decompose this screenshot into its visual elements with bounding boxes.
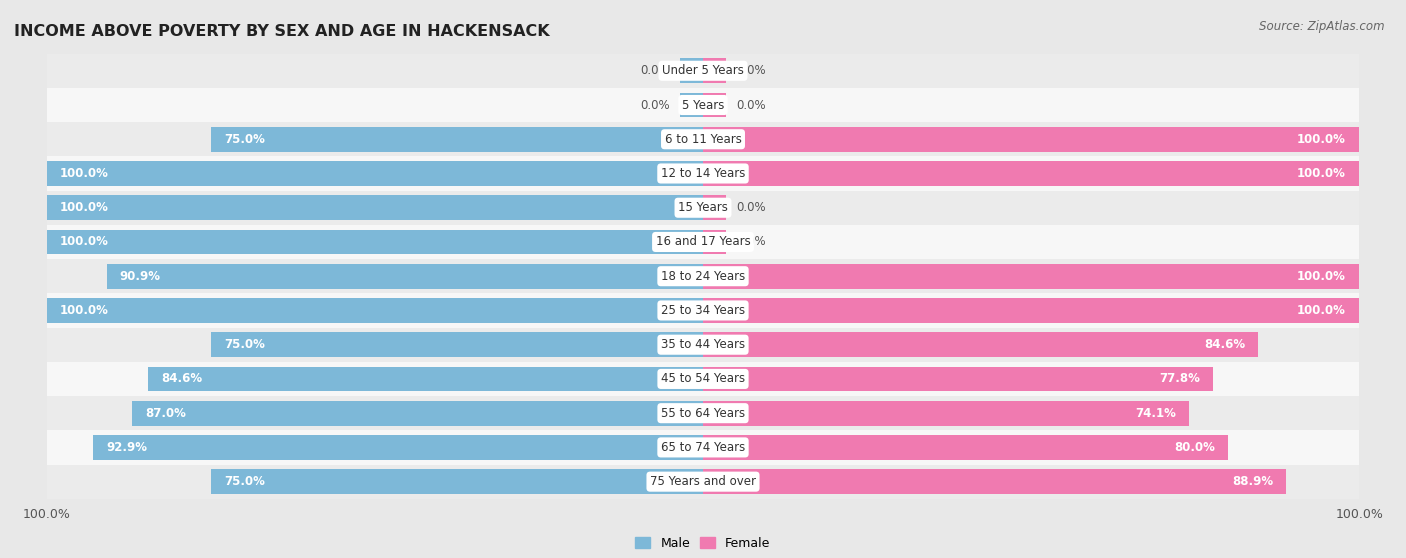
Text: 0.0%: 0.0%	[735, 64, 765, 77]
Bar	[93, 435, 703, 460]
Text: 0.0%: 0.0%	[735, 235, 765, 248]
Bar	[703, 195, 725, 220]
Text: 75.0%: 75.0%	[224, 338, 264, 351]
Bar	[46, 362, 1360, 396]
Bar	[681, 93, 703, 117]
Text: 75.0%: 75.0%	[224, 475, 264, 488]
Text: 100.0%: 100.0%	[60, 201, 108, 214]
Text: 80.0%: 80.0%	[1174, 441, 1215, 454]
Bar	[46, 396, 1360, 430]
Text: INCOME ABOVE POVERTY BY SEX AND AGE IN HACKENSACK: INCOME ABOVE POVERTY BY SEX AND AGE IN H…	[14, 25, 550, 39]
Legend: Male, Female: Male, Female	[630, 532, 776, 555]
Text: 6 to 11 Years: 6 to 11 Years	[665, 133, 741, 146]
Text: Source: ZipAtlas.com: Source: ZipAtlas.com	[1260, 20, 1385, 32]
Text: 77.8%: 77.8%	[1160, 372, 1201, 386]
Text: 84.6%: 84.6%	[1204, 338, 1244, 351]
Text: 16 and 17 Years: 16 and 17 Years	[655, 235, 751, 248]
Text: 100.0%: 100.0%	[1298, 167, 1346, 180]
Text: 65 to 74 Years: 65 to 74 Years	[661, 441, 745, 454]
Bar	[46, 225, 1360, 259]
Bar	[211, 127, 703, 152]
Bar	[46, 328, 1360, 362]
Text: 0.0%: 0.0%	[735, 201, 765, 214]
Bar	[46, 195, 703, 220]
Bar	[46, 191, 1360, 225]
Text: 100.0%: 100.0%	[1298, 304, 1346, 317]
Bar	[703, 59, 725, 83]
Text: 12 to 14 Years: 12 to 14 Years	[661, 167, 745, 180]
Bar	[46, 88, 1360, 122]
Bar	[46, 230, 703, 254]
Bar	[681, 59, 703, 83]
Bar	[703, 367, 1213, 391]
Bar	[46, 156, 1360, 191]
Bar	[703, 435, 1227, 460]
Bar	[703, 264, 1360, 288]
Text: 74.1%: 74.1%	[1135, 407, 1175, 420]
Bar	[703, 333, 1258, 357]
Text: 45 to 54 Years: 45 to 54 Years	[661, 372, 745, 386]
Text: Under 5 Years: Under 5 Years	[662, 64, 744, 77]
Bar	[46, 294, 1360, 328]
Text: 87.0%: 87.0%	[145, 407, 186, 420]
Text: 15 Years: 15 Years	[678, 201, 728, 214]
Text: 75 Years and over: 75 Years and over	[650, 475, 756, 488]
Bar	[703, 230, 725, 254]
Bar	[46, 161, 703, 186]
Text: 18 to 24 Years: 18 to 24 Years	[661, 270, 745, 283]
Bar	[107, 264, 703, 288]
Text: 5 Years: 5 Years	[682, 99, 724, 112]
Text: 92.9%: 92.9%	[107, 441, 148, 454]
Bar	[46, 464, 1360, 499]
Bar	[132, 401, 703, 426]
Text: 0.0%: 0.0%	[735, 99, 765, 112]
Text: 25 to 34 Years: 25 to 34 Years	[661, 304, 745, 317]
Text: 84.6%: 84.6%	[162, 372, 202, 386]
Text: 75.0%: 75.0%	[224, 133, 264, 146]
Bar	[46, 298, 703, 323]
Text: 100.0%: 100.0%	[1298, 133, 1346, 146]
Bar	[703, 469, 1286, 494]
Text: 55 to 64 Years: 55 to 64 Years	[661, 407, 745, 420]
Bar	[703, 93, 725, 117]
Bar	[211, 469, 703, 494]
Text: 100.0%: 100.0%	[60, 304, 108, 317]
Bar	[703, 127, 1360, 152]
Text: 0.0%: 0.0%	[641, 64, 671, 77]
Text: 35 to 44 Years: 35 to 44 Years	[661, 338, 745, 351]
Bar	[46, 430, 1360, 464]
Text: 100.0%: 100.0%	[1298, 270, 1346, 283]
Bar	[703, 161, 1360, 186]
Bar	[703, 401, 1189, 426]
Text: 0.0%: 0.0%	[641, 99, 671, 112]
Bar	[703, 298, 1360, 323]
Text: 100.0%: 100.0%	[60, 167, 108, 180]
Bar	[148, 367, 703, 391]
Bar	[46, 259, 1360, 294]
Bar	[211, 333, 703, 357]
Text: 88.9%: 88.9%	[1232, 475, 1274, 488]
Bar	[46, 54, 1360, 88]
Text: 100.0%: 100.0%	[60, 235, 108, 248]
Bar	[46, 122, 1360, 156]
Text: 90.9%: 90.9%	[120, 270, 160, 283]
